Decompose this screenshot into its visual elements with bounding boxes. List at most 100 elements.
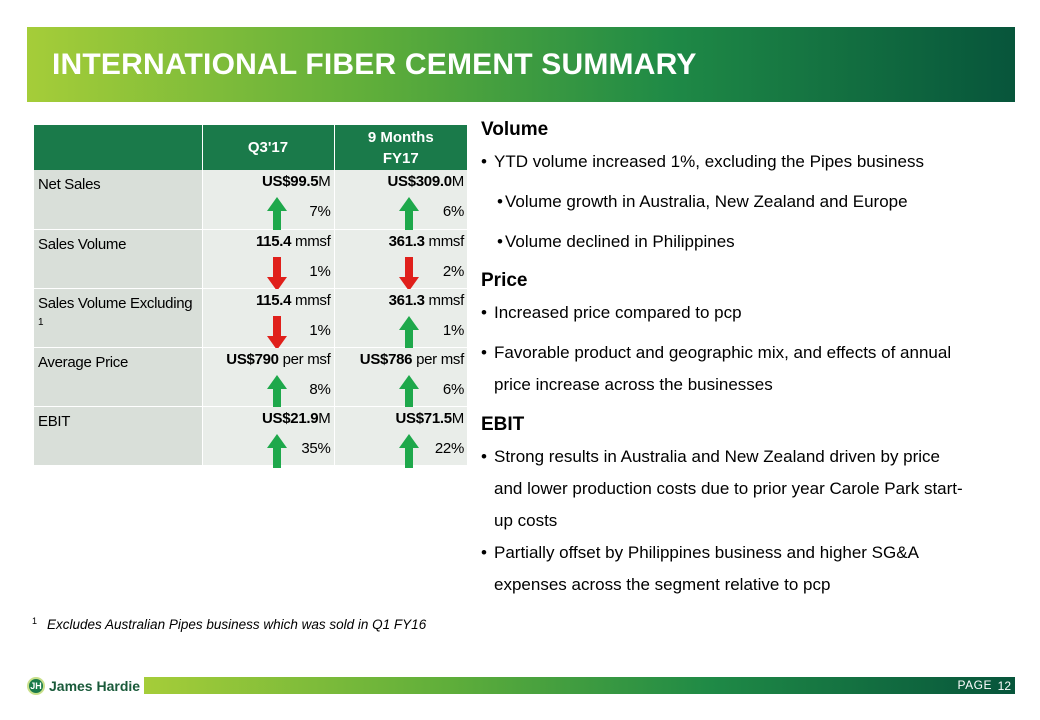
value-text: 361.3 mmsf: [388, 291, 465, 309]
page-title: INTERNATIONAL FIBER CEMENT SUMMARY: [52, 48, 697, 81]
volume-heading: Volume: [481, 119, 549, 140]
col-header-9-months: 9 Months FY17: [334, 125, 467, 170]
header-blank-cell: [34, 125, 203, 170]
arrow-up-icon: [266, 433, 287, 468]
row-label: Sales Volume: [34, 229, 203, 289]
value-text: 361.3 mmsf: [388, 232, 465, 250]
col-header-q3: Q3'17: [202, 125, 335, 170]
nine-month-value-cell: US$71.5M 22%: [334, 406, 467, 468]
volume-sub-bullet-2: Volume declined in Philippines: [481, 230, 1011, 254]
nine-month-value-cell: US$309.0M 6%: [334, 170, 467, 231]
value-bold: US$790: [226, 350, 279, 368]
change-percent: 1%: [309, 321, 331, 339]
change-percent: 8%: [309, 380, 331, 398]
table-row: Net Sales US$99.5M 7% US$309.0M 6%: [34, 170, 467, 231]
arrow-up-icon: [266, 374, 287, 409]
ebit-bullet-2-line1: Partially offset by Philippines business…: [494, 543, 919, 562]
arrow-down-icon: [266, 256, 287, 291]
price-bullet-1: Increased price compared to pcp: [481, 301, 1011, 325]
ebit-bullet-2-line2: expenses across the segment relative to …: [494, 575, 831, 594]
arrow-up-icon: [266, 197, 287, 231]
row-label-text: Average Price: [38, 353, 129, 371]
value-bold: 361.3: [388, 291, 425, 309]
company-logo: JH James Hardie: [27, 676, 140, 696]
col-header-9-months-line1: 9 Months: [367, 128, 434, 146]
col-header-9-months-line2: FY17: [382, 149, 419, 167]
value-unit: M: [451, 409, 465, 427]
value-unit: mmsf: [424, 232, 465, 250]
change-percent: 7%: [309, 203, 331, 220]
nine-month-value-cell: US$786 per msf 6%: [334, 347, 467, 409]
price-heading: Price: [481, 270, 528, 291]
value-unit: mmsf: [424, 291, 465, 309]
q3-value-cell: US$790 per msf 8%: [202, 347, 335, 409]
volume-bullet-1: YTD volume increased 1%, excluding the P…: [481, 150, 1011, 174]
header-band: [27, 27, 1015, 102]
commentary-panel: Volume YTD volume increased 1%, excludin…: [481, 117, 1011, 597]
footnote: 1 Excludes Australian Pipes business whic…: [32, 616, 427, 632]
ebit-heading: EBIT: [481, 414, 525, 435]
value-bold: US$71.5: [395, 409, 453, 427]
arrow-up-icon: [398, 197, 419, 231]
value-text: 115.4 mmsf: [256, 233, 331, 250]
change-percent: 1%: [442, 321, 464, 339]
arrow-up-icon: [398, 374, 419, 409]
change-percent: 22%: [434, 439, 464, 457]
value-bold: US$309.0: [387, 173, 452, 190]
value-unit: per msf: [412, 350, 464, 368]
footer-band: [144, 677, 1015, 694]
nine-month-value-cell: 361.3 mmsf 1%: [334, 288, 467, 350]
value-unit: M: [451, 173, 465, 190]
table-row: EBIT US$21.9M 35% US$71.5M 22%: [34, 406, 467, 468]
value-text: 115.4 mmsf: [256, 292, 331, 309]
row-label: Average Price: [34, 347, 203, 407]
logo-mark-icon: JH: [27, 677, 45, 695]
ebit-bullet-1-line1: Strong results in Australia and New Zeal…: [494, 447, 941, 466]
table-row: Sales Volume 115.4 mmsf 1% 361.3 mmsf 2%: [34, 229, 467, 291]
q3-value-cell: 115.4 mmsf 1%: [202, 229, 335, 291]
table-row: Average Price US$790 per msf 8% US$786 per …: [34, 347, 467, 409]
value-text: US$309.0M: [387, 173, 464, 190]
price-bullet-2: Favorable product and geographic mix, an…: [481, 341, 1011, 397]
price-bullet-2-line2: price increase across the businesses: [494, 375, 773, 394]
row-label: Net Sales: [34, 170, 203, 230]
value-bold: 361.3: [388, 232, 425, 250]
table-header-row: Q3'17 9 Months FY17: [34, 125, 467, 170]
page-number: 12: [997, 679, 1011, 693]
ebit-bullet-1-line3: up costs: [494, 511, 558, 530]
change-percent: 2%: [442, 262, 464, 280]
nine-month-value-cell: 361.3 mmsf 2%: [334, 229, 467, 291]
value-unit: mmsf: [291, 232, 331, 250]
row-label: Sales Volume Excluding 1: [34, 288, 203, 348]
value-bold: US$786: [359, 350, 413, 368]
table-row: Sales Volume Excluding 1 115.4 mmsf 1% 361.…: [34, 288, 467, 350]
price-bullet-2-line1: Favorable product and geographic mix, an…: [494, 343, 952, 362]
row-label-text: EBIT: [38, 412, 71, 430]
value-unit: mmsf: [291, 291, 331, 309]
value-text: US$71.5M: [395, 409, 465, 427]
value-text: US$786 per msf: [359, 350, 465, 368]
value-bold: US$99.5: [262, 173, 319, 190]
logo-text: James Hardie: [49, 678, 141, 694]
row-label-text: Sales Volume Excluding: [38, 294, 193, 312]
row-label-text: Sales Volume: [38, 235, 127, 253]
q3-value-cell: 115.4 mmsf 1%: [202, 288, 335, 350]
value-text: US$21.9M: [262, 409, 331, 427]
change-percent: 35%: [301, 439, 331, 457]
value-bold: 115.4: [255, 232, 292, 250]
row-label: EBIT: [34, 406, 203, 466]
value-unit: M: [318, 409, 331, 427]
ebit-bullet-1: Strong results in Australia and New Zeal…: [481, 445, 1011, 533]
footnote-text: Excludes Australian Pipes business which…: [47, 617, 427, 632]
ebit-bullet-2: Partially offset by Philippines business…: [481, 541, 1011, 597]
value-bold: US$21.9: [262, 409, 319, 427]
arrow-up-icon: [398, 315, 419, 350]
value-text: US$99.5M: [262, 173, 331, 190]
arrow-down-icon: [398, 256, 419, 291]
value-text: US$790 per msf: [226, 350, 331, 368]
value-unit: M: [318, 173, 331, 190]
row-label-footnote: 1: [38, 316, 44, 328]
value-bold: 115.4: [255, 291, 292, 309]
change-percent: 6%: [442, 380, 464, 398]
q3-value-cell: US$21.9M 35%: [202, 406, 335, 468]
